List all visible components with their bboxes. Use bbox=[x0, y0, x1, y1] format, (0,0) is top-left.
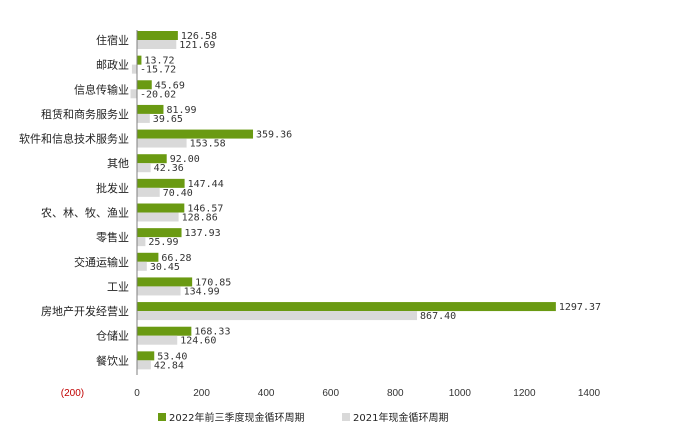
category-label-6: 批发业 bbox=[96, 181, 129, 195]
category-label-7: 农、林、牧、渔业 bbox=[41, 206, 129, 220]
bar-2022-6 bbox=[137, 178, 185, 188]
category-label-3: 租赁和商务服务业 bbox=[41, 107, 129, 121]
legend-swatch-2021 bbox=[342, 413, 350, 421]
data-label-2021-1: -15.72 bbox=[140, 65, 176, 76]
x-tick-label-3: 400 bbox=[258, 388, 275, 399]
bar-2021-3 bbox=[137, 113, 150, 123]
bar-2022-3 bbox=[137, 104, 164, 114]
category-label-9: 交通运输业 bbox=[74, 255, 129, 269]
legend-swatch-2022 bbox=[158, 413, 166, 421]
data-label-2022-8: 137.93 bbox=[185, 228, 221, 239]
data-label-2021-3: 39.65 bbox=[153, 114, 183, 125]
category-label-1: 邮政业 bbox=[96, 58, 129, 72]
data-label-2022-12: 168.33 bbox=[194, 327, 230, 338]
x-tick-label-6: 1000 bbox=[449, 388, 472, 399]
bar-2021-8 bbox=[137, 237, 146, 247]
data-label-2021-2: -20.02 bbox=[140, 89, 176, 100]
bar-2022-2 bbox=[137, 80, 152, 90]
data-label-2022-3: 81.99 bbox=[166, 105, 196, 116]
bar-2021-9 bbox=[137, 261, 147, 271]
data-label-2022-2: 45.69 bbox=[155, 80, 185, 91]
data-label-2022-7: 146.57 bbox=[187, 204, 223, 215]
bar-2021-2 bbox=[130, 89, 137, 99]
x-tick-label-7: 1200 bbox=[513, 388, 536, 399]
x-tick-label-5: 800 bbox=[387, 388, 404, 399]
category-label-13: 餐饮业 bbox=[96, 353, 129, 367]
bar-2022-12 bbox=[137, 326, 192, 336]
axis-layer: (200) 0 200 400 600 800 1000 1200 1400 bbox=[61, 30, 601, 399]
category-label-4: 软件和信息技术服务业 bbox=[19, 132, 129, 146]
category-label-2: 信息传输业 bbox=[74, 82, 129, 96]
bar-2021-6 bbox=[137, 187, 160, 197]
bar-2021-13 bbox=[137, 360, 151, 370]
bar-2021-11 bbox=[137, 311, 418, 321]
category-label-12: 仓储业 bbox=[96, 329, 129, 343]
bar-2021-0 bbox=[137, 40, 177, 49]
legend-label-2022: 2022年前三季度现金循环周期 bbox=[169, 411, 304, 424]
bar-2022-1 bbox=[137, 55, 142, 65]
data-label-2022-10: 170.85 bbox=[195, 277, 231, 288]
bar-2022-7 bbox=[137, 203, 185, 213]
x-tick-label-4: 600 bbox=[322, 388, 339, 399]
data-label-2022-4: 359.36 bbox=[256, 130, 292, 141]
data-label-2021-13: 42.84 bbox=[154, 360, 184, 371]
data-label-2021-10: 134.99 bbox=[184, 286, 220, 297]
data-label-2021-4: 153.58 bbox=[190, 139, 226, 150]
bar-2022-8 bbox=[137, 228, 182, 238]
data-label-2022-13: 53.40 bbox=[157, 351, 187, 362]
x-tick-label-1: 0 bbox=[134, 388, 140, 399]
bar-2021-4 bbox=[137, 138, 187, 148]
data-label-2021-11: 867.40 bbox=[420, 311, 456, 322]
bar-2021-5 bbox=[137, 163, 151, 173]
data-label-2022-1: 13.72 bbox=[144, 56, 174, 67]
category-label-11: 房地产开发经营业 bbox=[41, 304, 129, 318]
bar-2022-9 bbox=[137, 252, 159, 262]
data-label-2022-11: 1297.37 bbox=[559, 302, 601, 313]
data-label-2022-6: 147.44 bbox=[188, 179, 224, 190]
bar-2022-5 bbox=[137, 154, 167, 164]
bar-2022-4 bbox=[137, 129, 254, 139]
x-tick-label-0: (200) bbox=[61, 388, 84, 399]
x-tick-label-2: 200 bbox=[193, 388, 210, 399]
category-label-8: 零售业 bbox=[96, 230, 129, 244]
bar-2021-10 bbox=[137, 286, 181, 296]
data-label-2022-0: 126.58 bbox=[181, 31, 217, 42]
data-label-2022-9: 66.28 bbox=[161, 253, 191, 264]
data-label-2022-5: 92.00 bbox=[170, 154, 200, 165]
bar-2022-11 bbox=[137, 302, 556, 312]
data-label-2021-7: 128.86 bbox=[182, 213, 218, 224]
category-label-0: 住宿业 bbox=[96, 33, 129, 47]
x-tick-label-8: 1400 bbox=[578, 388, 601, 399]
bar-2021-1 bbox=[131, 64, 137, 74]
bar-2022-10 bbox=[137, 277, 193, 287]
data-label-2021-0: 121.69 bbox=[179, 40, 215, 51]
bar-2021-7 bbox=[137, 212, 179, 222]
legend: 2022年前三季度现金循环周期 2021年现金循环周期 bbox=[158, 411, 448, 424]
data-label-2021-5: 42.36 bbox=[154, 163, 184, 174]
bars-layer bbox=[130, 31, 556, 370]
data-label-2021-6: 70.40 bbox=[163, 188, 193, 199]
data-label-2021-12: 124.60 bbox=[180, 336, 216, 347]
data-label-2021-9: 30.45 bbox=[150, 262, 180, 273]
category-label-10: 工业 bbox=[107, 280, 129, 293]
bar-2022-0 bbox=[137, 31, 178, 40]
data-label-2021-8: 25.99 bbox=[148, 237, 178, 248]
bar-2021-12 bbox=[137, 335, 178, 345]
category-label-5: 其他 bbox=[107, 157, 129, 170]
legend-label-2021: 2021年现金循环周期 bbox=[353, 411, 448, 424]
bar-2022-13 bbox=[137, 351, 155, 361]
